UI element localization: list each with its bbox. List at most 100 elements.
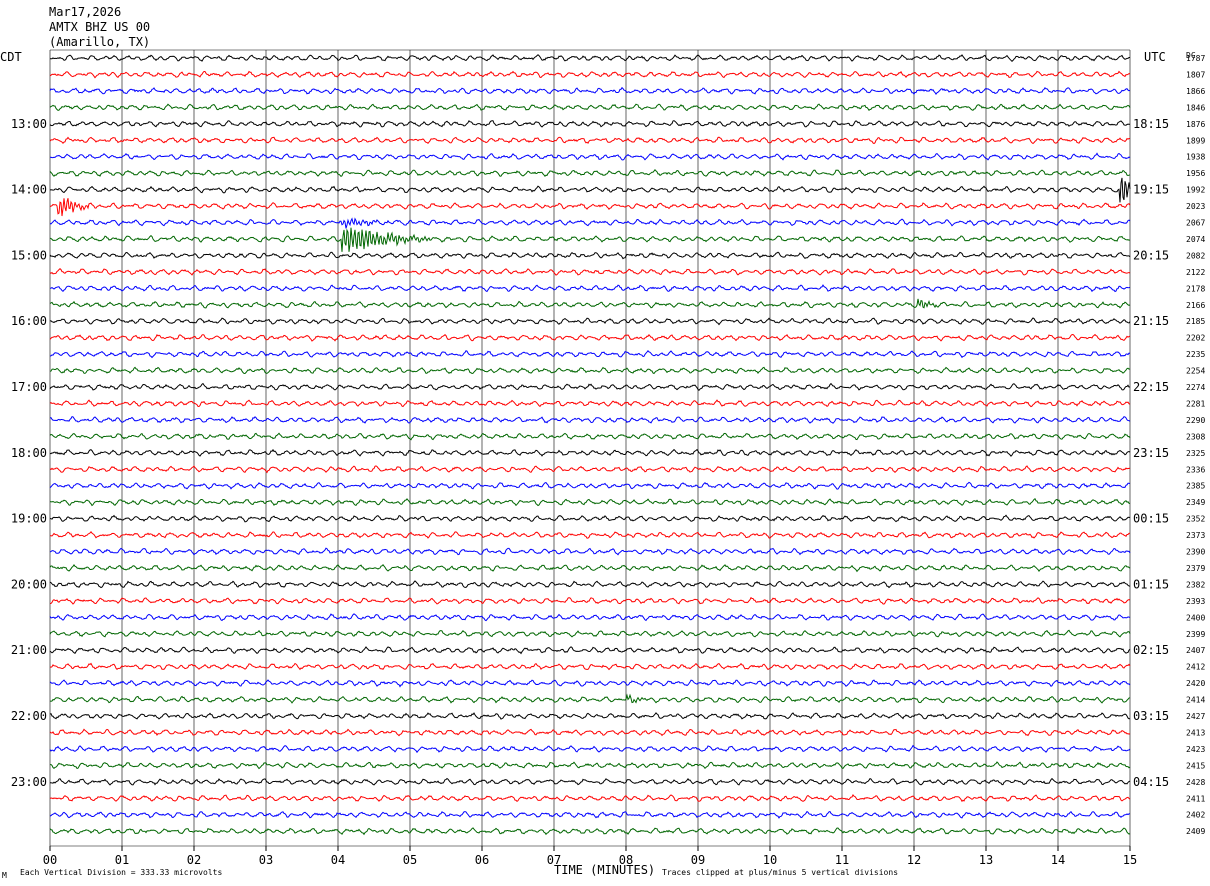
corner-mark: M <box>2 871 7 880</box>
dc-offset-label: 1807 <box>1186 70 1205 79</box>
trace-3 <box>49 103 1131 112</box>
dc-offset-label: 2399 <box>1186 630 1205 639</box>
trace-29 <box>49 531 1131 539</box>
dc-offset-label: 2385 <box>1186 482 1205 491</box>
dc-offset-label: 2274 <box>1186 383 1205 392</box>
x-tick-label-13: 13 <box>979 853 993 867</box>
dc-offset-label: 2082 <box>1186 251 1205 260</box>
trace-47 <box>49 827 1131 836</box>
x-tick-label-08: 08 <box>619 853 633 867</box>
left-hour-label: 22:00 <box>11 709 47 723</box>
dc-offset-label: 2400 <box>1186 613 1205 622</box>
trace-32 <box>49 580 1131 589</box>
trace-24 <box>49 448 1131 457</box>
left-hour-label: 23:00 <box>11 775 47 789</box>
x-tick-label-14: 14 <box>1051 853 1065 867</box>
x-tick-label-04: 04 <box>331 853 345 867</box>
trace-26 <box>49 481 1131 490</box>
clip-note: Traces clipped at plus/minus 5 vertical … <box>662 868 898 877</box>
station-label: AMTX BHZ US 00 <box>49 20 150 34</box>
trace-5 <box>49 136 1131 145</box>
dc-offset-label: 2202 <box>1186 334 1205 343</box>
left-hour-label: 19:00 <box>11 512 47 526</box>
trace-6 <box>49 152 1131 161</box>
trace-30 <box>49 547 1131 556</box>
left-hour-label: 21:00 <box>11 643 47 657</box>
dc-offset-label: 2352 <box>1186 515 1205 524</box>
dc-offset-label: 2023 <box>1186 202 1205 211</box>
trace-38 <box>49 679 1131 688</box>
dc-offset-label: 2178 <box>1186 284 1205 293</box>
trace-8 <box>49 177 1131 203</box>
dc-offset-label: 2379 <box>1186 564 1205 573</box>
location-label: (Amarillo, TX) <box>49 35 150 49</box>
dc-offset-label: 2411 <box>1186 794 1205 803</box>
dc-offset-label: 2420 <box>1186 679 1205 688</box>
x-tick-label-09: 09 <box>691 853 705 867</box>
x-tick-label-07: 07 <box>547 853 561 867</box>
trace-19 <box>49 366 1131 375</box>
dc-offset-label: 2427 <box>1186 712 1205 721</box>
dc-offset-labels: 1787 1807 1866 1846 1876 1899 1938 1956 1992 2023… <box>1186 54 1205 836</box>
trace-41 <box>49 728 1131 737</box>
x-tick-label-11: 11 <box>835 853 849 867</box>
dc-offset-label: 2407 <box>1186 646 1205 655</box>
right-hour-label: 23:15 <box>1133 446 1169 460</box>
dc-offset-label: 2166 <box>1186 301 1205 310</box>
trace-36 <box>49 646 1131 655</box>
trace-27 <box>49 498 1131 507</box>
trace-13 <box>49 268 1131 276</box>
trace-12 <box>49 251 1131 260</box>
trace-21 <box>49 399 1131 408</box>
dc-offset-label: 2349 <box>1186 498 1205 507</box>
trace-31 <box>49 564 1131 573</box>
right-hour-label: 20:15 <box>1133 248 1169 262</box>
dc-offset-label: 2414 <box>1186 696 1205 705</box>
trace-33 <box>49 596 1131 605</box>
dc-offset-label: 1787 <box>1186 54 1205 63</box>
left-hour-label: 13:00 <box>11 117 47 131</box>
left-hour-label: 14:00 <box>11 183 47 197</box>
dc-offset-label: 2393 <box>1186 597 1205 606</box>
right-hour-label: 04:15 <box>1133 775 1169 789</box>
dc-offset-label: 2373 <box>1186 531 1205 540</box>
dc-offset-label: 2413 <box>1186 728 1205 737</box>
x-tick-label-01: 01 <box>115 853 129 867</box>
dc-offset-label: 2254 <box>1186 367 1205 376</box>
trace-37 <box>49 662 1131 671</box>
right-timezone-label: UTC <box>1144 50 1166 64</box>
dc-offset-label: 1876 <box>1186 120 1205 129</box>
trace-10 <box>49 217 1131 229</box>
right-hour-label: 19:15 <box>1133 183 1169 197</box>
trace-9 <box>49 198 1131 217</box>
date-label: Mar17,2026 <box>49 5 121 19</box>
vertical-division-note: Each Vertical Division = 333.33 microvol… <box>20 868 222 877</box>
trace-17 <box>49 333 1131 342</box>
x-tick-label-02: 02 <box>187 853 201 867</box>
right-hour-label: 22:15 <box>1133 380 1169 394</box>
dc-offset-label: 2428 <box>1186 778 1205 787</box>
dc-offset-label: 2122 <box>1186 268 1205 277</box>
left-hour-label: 15:00 <box>11 248 47 262</box>
trace-23 <box>49 432 1131 441</box>
dc-offset-label: 2390 <box>1186 548 1205 557</box>
dc-offset-label: 2412 <box>1186 663 1205 672</box>
left-timezone-label: CDT <box>0 50 22 64</box>
dc-offset-label: 2336 <box>1186 465 1205 474</box>
right-hour-label: 18:15 <box>1133 117 1169 131</box>
dc-offset-label: 1846 <box>1186 103 1205 112</box>
left-hour-label: 20:00 <box>11 577 47 591</box>
trace-20 <box>49 382 1131 392</box>
right-hour-label: 03:15 <box>1133 709 1169 723</box>
dc-offset-label: 2074 <box>1186 235 1205 244</box>
trace-28 <box>49 514 1131 523</box>
x-tick-label-06: 06 <box>475 853 489 867</box>
trace-34 <box>49 613 1131 622</box>
trace-11 <box>49 227 1131 252</box>
trace-15 <box>49 298 1131 309</box>
left-hour-labels: 13:00 14:00 15:00 16:00 17:00 18:00 19:00 20:00… <box>11 117 47 789</box>
trace-40 <box>49 712 1130 720</box>
trace-35 <box>49 629 1131 638</box>
left-hour-label: 18:00 <box>11 446 47 460</box>
